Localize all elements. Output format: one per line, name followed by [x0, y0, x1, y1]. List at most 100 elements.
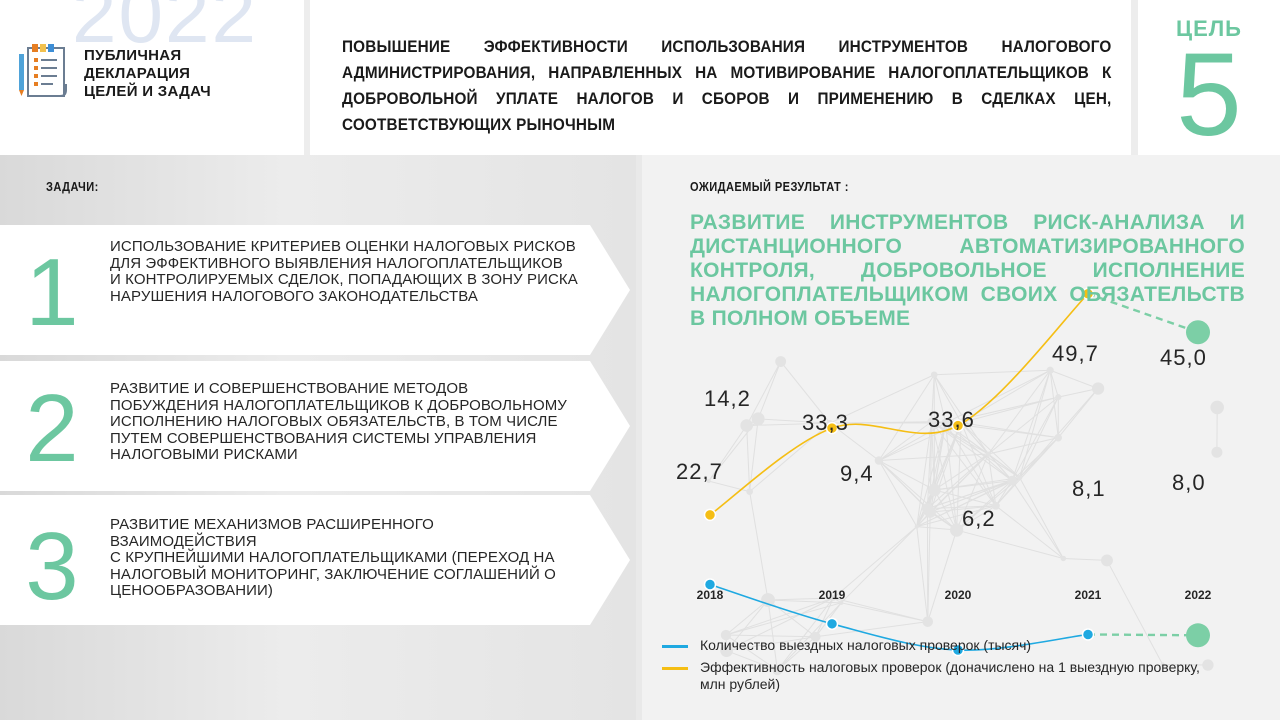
network-node [930, 371, 938, 379]
network-line [878, 460, 918, 527]
task-text: РАЗВИТИЕ И СОВЕРШЕНСТВОВАНИЕ МЕТОДОВ ПОБ… [110, 380, 567, 463]
network-line [725, 602, 842, 636]
network-line [931, 421, 958, 531]
goal-title-block: ПОВЫШЕНИЕ ЭФФЕКТИВНОСТИ ИСПОЛЬЗОВАНИЯ ИН… [310, 0, 1131, 155]
network-line [987, 453, 1013, 481]
network-node [751, 412, 765, 426]
network-line [930, 505, 996, 513]
series-line [709, 583, 1089, 651]
network-line [878, 460, 957, 531]
network-node [772, 665, 783, 676]
network-line [725, 599, 769, 636]
network-line [1049, 370, 1059, 438]
brand-line: ПУБЛИЧНАЯ [84, 47, 182, 64]
data-label: 9,4 [840, 461, 874, 486]
network-line [934, 453, 989, 491]
network-line [987, 369, 1051, 455]
network-node [740, 419, 753, 432]
network-node [985, 451, 991, 457]
goal-label: ЦЕЛЬ [1176, 16, 1242, 41]
network-node [928, 483, 941, 497]
data-point [703, 508, 717, 522]
data-label: 8,1 [1072, 476, 1106, 501]
network-line [945, 422, 1020, 478]
network-line [777, 602, 842, 671]
network-line [987, 453, 997, 506]
task-card: 1 ИСПОЛЬЗОВАНИЕ КРИТЕРИЕВ ОЦЕНКИ НАЛОГОВ… [0, 225, 630, 355]
brand-line: ДЕКЛАРАЦИЯ [84, 65, 191, 82]
tasks-heading: ЗАДАЧИ: [46, 179, 99, 194]
network-line [988, 437, 1059, 455]
network-node [922, 616, 934, 627]
checklist-document-icon [16, 44, 72, 107]
task-text: ИСПОЛЬЗОВАНИЕ КРИТЕРИЕВ ОЦЕНКИ НАЛОГОВЫХ… [110, 238, 578, 305]
network-line [988, 396, 1059, 455]
network-node [949, 523, 964, 537]
network-line [780, 361, 831, 424]
network-node [874, 456, 884, 465]
network-node [991, 501, 1000, 510]
network-line [956, 529, 1064, 559]
task-text: РАЗВИТИЕ МЕХАНИЗМОВ РАСШИРЕННОГО ВЗАИМОД… [110, 516, 556, 599]
network-line [746, 361, 782, 426]
network-line [1019, 477, 1064, 559]
series-line [709, 293, 1089, 516]
network-line [1011, 370, 1051, 481]
x-axis-label: 2020 [945, 588, 972, 602]
network-node [941, 418, 950, 428]
goal-title: ПОВЫШЕНИЕ ЭФФЕКТИВНОСТИ ИСПОЛЬЗОВАНИЯ ИН… [342, 37, 1112, 134]
network-line [916, 526, 957, 531]
network-line [1011, 396, 1059, 481]
target-point [1186, 320, 1210, 345]
network-line [933, 422, 947, 491]
data-point [825, 421, 839, 435]
network-line [956, 505, 997, 531]
data-label: 6,2 [962, 506, 996, 531]
network-line [833, 597, 928, 623]
network-line [767, 597, 834, 601]
network-line [1049, 370, 1059, 398]
network-line [960, 422, 989, 455]
network-line [926, 421, 933, 509]
network-node [1017, 474, 1023, 481]
network-line [878, 421, 932, 461]
task-arrow-shape [0, 225, 630, 355]
network-line [1063, 557, 1108, 561]
x-axis-label: 2022 [1185, 588, 1212, 602]
network-line [726, 636, 816, 652]
network-line [878, 374, 935, 461]
network-line [933, 489, 958, 531]
network-node [706, 478, 711, 484]
data-point [825, 617, 839, 631]
line-chart: 14,2 9,4 6,2 8,1 8,0 22,7 33,3 33,6 49,7 45,0 2018… [676, 287, 1224, 676]
data-point [1081, 287, 1095, 301]
network-node [1202, 659, 1214, 671]
task-number: 1 [25, 239, 79, 346]
network-node [1054, 433, 1063, 442]
network-line [767, 599, 842, 604]
network-line [878, 422, 962, 461]
network-line [1058, 388, 1099, 398]
legend-swatch-yellow [662, 667, 688, 670]
network-node [1046, 366, 1054, 374]
network-line [757, 361, 782, 420]
result-panel: 14,2 9,4 6,2 8,1 8,0 22,7 33,3 33,6 49,7 45,0 2018… [642, 155, 1280, 720]
network-line [749, 491, 769, 601]
network-line [746, 425, 751, 492]
network-node [1055, 394, 1062, 401]
result-heading: ОЖИДАЕМЫЙ РЕЗУЛЬТАТ : [690, 179, 849, 194]
network-line [878, 460, 928, 509]
network-node [1101, 554, 1113, 567]
network-node [775, 356, 787, 367]
network-line [726, 597, 834, 652]
network-line [840, 526, 918, 604]
network-line [708, 480, 750, 493]
task-card: 3 РАЗВИТИЕ МЕХАНИЗМОВ РАСШИРЕННОГО ВЗАИМ… [0, 495, 630, 625]
network-line [927, 477, 1020, 510]
network-line [927, 505, 996, 510]
network-line [916, 477, 1020, 528]
network-line [931, 421, 989, 455]
network-line [945, 422, 958, 531]
chart-legend: Количество выездных налоговых проверок (… [662, 637, 1222, 698]
network-line [833, 526, 918, 599]
